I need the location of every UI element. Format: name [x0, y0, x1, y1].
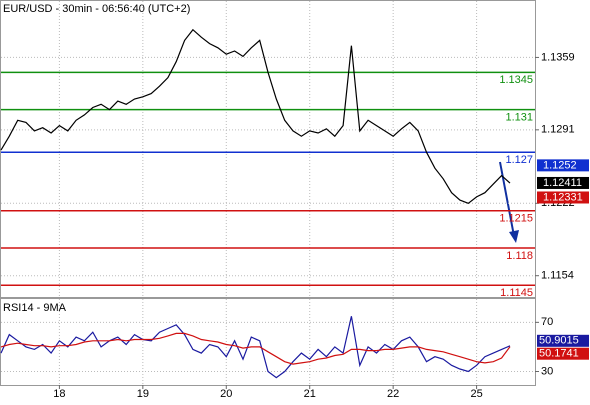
level-label: 1.1215	[499, 213, 533, 225]
y-tick-label: 70	[541, 316, 553, 328]
x-tick-label: 20	[220, 388, 232, 400]
arrow-head	[509, 230, 519, 243]
level-label: 1.131	[505, 112, 533, 124]
series-line	[0, 28, 511, 204]
y-tick-label: 1.1359	[541, 51, 575, 63]
x-tick-label: 18	[53, 388, 65, 400]
value-box	[537, 347, 589, 360]
y-tick-label: 1.1291	[541, 124, 575, 136]
rsi-frame	[0, 298, 536, 386]
price-marker-label: 1.1252	[543, 159, 577, 171]
price-marker-label: 1.12331	[543, 191, 583, 203]
level-label: 1.1145	[500, 287, 533, 299]
level-label: 1.118	[506, 250, 533, 262]
forecast-arrow	[499, 161, 515, 237]
price-marker	[537, 159, 589, 172]
price-frame	[0, 0, 536, 298]
x-tick-label: 21	[304, 388, 316, 400]
price-marker	[537, 191, 589, 204]
value-box	[537, 334, 589, 347]
chart-title: EUR/USD - 30min - 06:56:40 (UTC+2)	[3, 3, 190, 15]
rsi-title: RSI14 - 9MA	[3, 302, 67, 314]
x-tick-label: 22	[387, 388, 399, 400]
price-marker-label: 1.12411	[543, 177, 582, 189]
series-line	[0, 332, 511, 365]
series-line	[0, 316, 511, 379]
price-marker	[537, 176, 589, 189]
value-label: 50.9015	[539, 335, 579, 347]
x-tick-label: 25	[470, 388, 482, 400]
level-label: 1.127	[505, 154, 533, 166]
value-label: 50.1741	[539, 348, 579, 360]
y-tick-label: 30	[541, 365, 553, 377]
x-tick-label: 19	[137, 388, 149, 400]
level-label: 1.1345	[499, 74, 533, 86]
y-tick-label: 1.1154	[541, 270, 574, 282]
